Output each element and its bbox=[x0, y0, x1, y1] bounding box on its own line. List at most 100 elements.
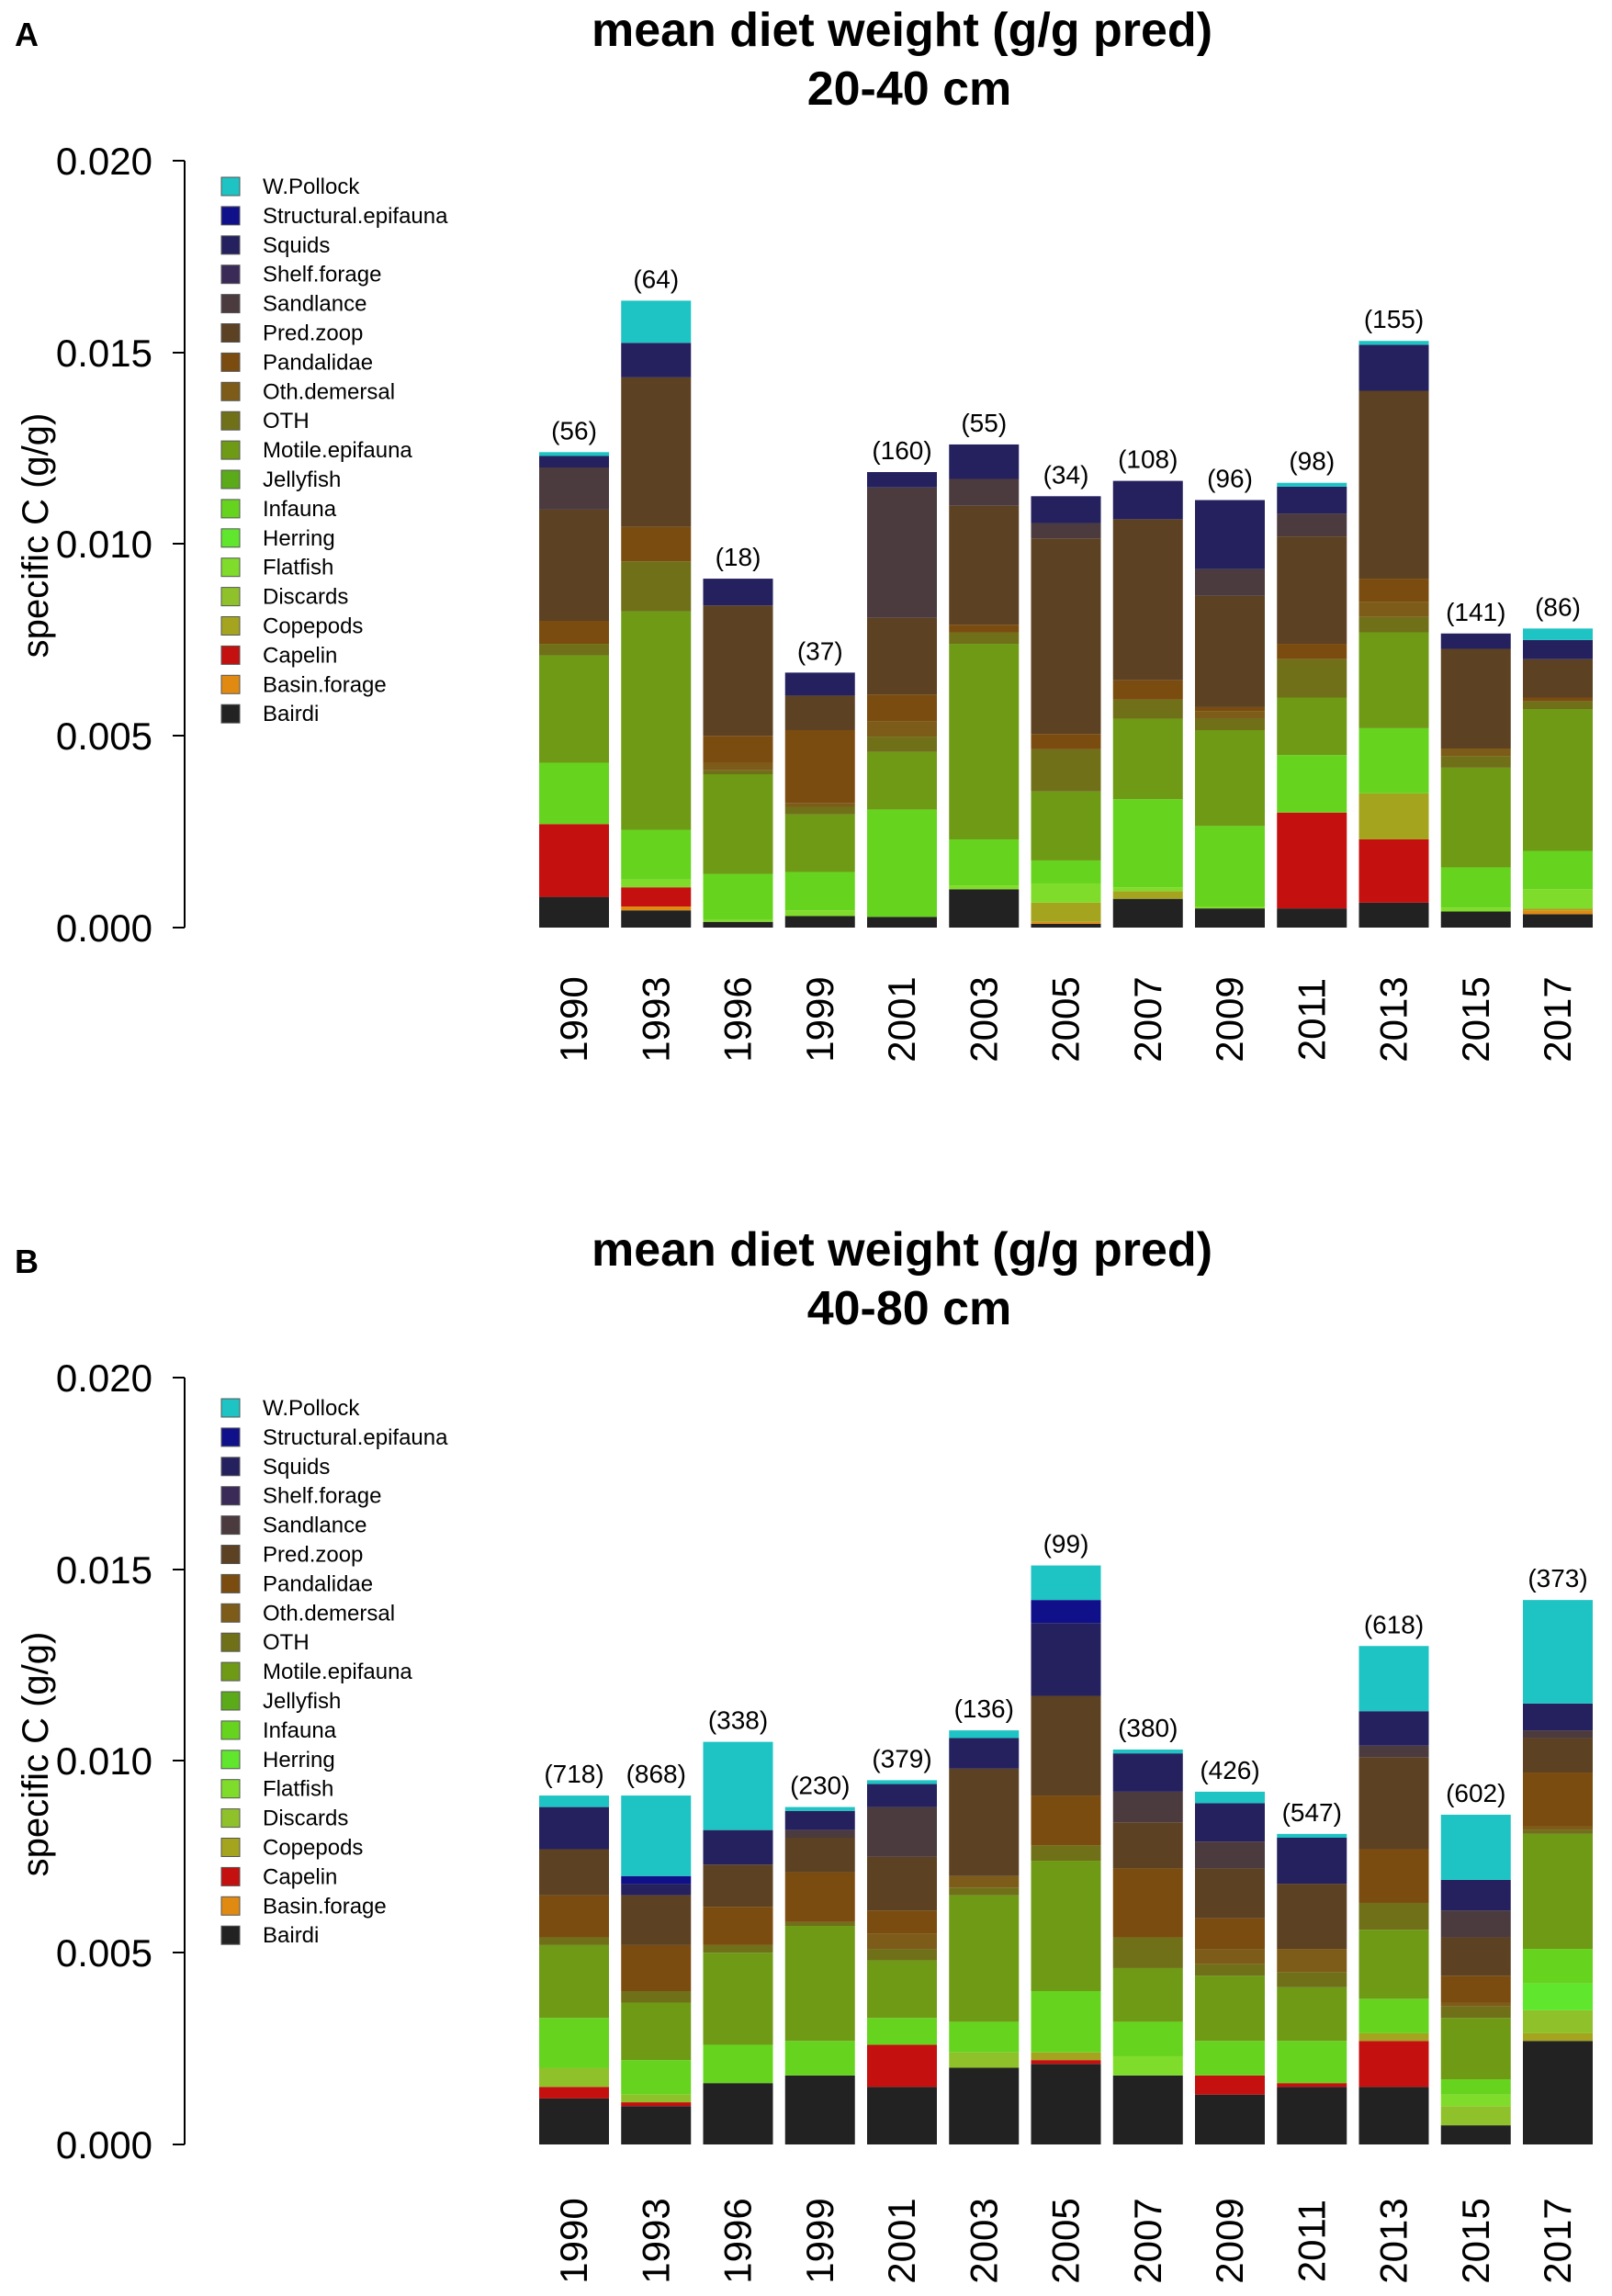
bar-segment-flatfish bbox=[621, 879, 692, 888]
bar-segment-oth-demersal bbox=[1440, 2002, 1511, 2007]
legend-label: Pred.zoop bbox=[263, 321, 363, 346]
bar-segment-infauna bbox=[1358, 1998, 1429, 2033]
sample-size-label: (108) bbox=[1118, 445, 1178, 474]
bar-segment-infauna bbox=[867, 809, 937, 917]
legend-swatch bbox=[220, 557, 241, 578]
bar-segment-pred-zoop bbox=[867, 617, 937, 695]
bar-segment-sandlance bbox=[1112, 1791, 1183, 1823]
bar-segment-squids bbox=[621, 343, 692, 377]
bar-segment-w-pollock bbox=[1358, 341, 1429, 345]
bar-segment-motile-epifauna bbox=[703, 1953, 773, 2045]
bar-segment-flatfish bbox=[1031, 883, 1101, 903]
bar-segment-pred-zoop bbox=[621, 377, 692, 527]
bar-segment-bairdi bbox=[867, 917, 937, 928]
legend-swatch bbox=[220, 1925, 241, 1945]
bar-segment-squids bbox=[784, 1810, 855, 1830]
legend-label: Motile.epifauna bbox=[263, 438, 412, 463]
x-tick-label: 1996 bbox=[716, 2198, 760, 2283]
bar-segment-flatfish bbox=[949, 885, 1020, 890]
bar-segment-bairdi bbox=[621, 2106, 692, 2144]
legend-label: Motile.epifauna bbox=[263, 1660, 412, 1684]
bar-segment-flatfish bbox=[1112, 887, 1183, 892]
bar-segment-pandalidae bbox=[1112, 680, 1183, 700]
bar-segment-motile-epifauna bbox=[949, 1895, 1020, 2022]
legend-swatch bbox=[220, 323, 241, 343]
bar-segment-bairdi bbox=[1358, 902, 1429, 928]
bar-segment-squids bbox=[1440, 1879, 1511, 1911]
legend-label: Flatfish bbox=[263, 556, 333, 580]
bar-segment-motile-epifauna bbox=[1358, 1930, 1429, 1999]
bar-segment-pandalidae bbox=[1195, 706, 1265, 712]
bar-segment-pred-zoop bbox=[1277, 1884, 1347, 1950]
x-tick-label: 2015 bbox=[1454, 976, 1497, 1062]
bar-segment-motile-epifauna bbox=[1195, 729, 1265, 827]
bar-segment-copepods bbox=[1523, 2032, 1593, 2042]
bar-segment-bairdi bbox=[1358, 2087, 1429, 2144]
bar-segment-bairdi bbox=[1440, 2125, 1511, 2144]
bar-segment-infauna bbox=[1112, 799, 1183, 888]
sample-size-label: (86) bbox=[1535, 592, 1581, 621]
bar-segment-capelin bbox=[1358, 2041, 1429, 2088]
x-tick-label: 2001 bbox=[880, 2198, 923, 2283]
bar-segment-w-pollock bbox=[784, 1806, 855, 1811]
bar-segment-oth bbox=[703, 770, 773, 774]
bar-segment-infauna bbox=[621, 829, 692, 880]
legend-swatch bbox=[220, 1896, 241, 1916]
bar-segment-w-pollock bbox=[539, 1795, 609, 1807]
sample-size-label: (34) bbox=[1043, 460, 1089, 489]
bar-segment-sandlance bbox=[1031, 523, 1101, 539]
bar-segment-sandlance bbox=[1195, 1841, 1265, 1869]
bar-segment-oth-demersal bbox=[1195, 711, 1265, 719]
legend-swatch bbox=[220, 1779, 241, 1799]
legend-label: Discards bbox=[263, 585, 348, 610]
bar-segment-oth bbox=[1031, 748, 1101, 792]
bar-segment-squids bbox=[1195, 500, 1265, 569]
bar-segment-infauna bbox=[784, 2041, 855, 2076]
bar-segment-motile-epifauna bbox=[784, 1926, 855, 2042]
bar-segment-flatfish bbox=[1440, 907, 1511, 912]
bar-segment-infauna bbox=[1440, 2079, 1511, 2095]
bar-segment-oth bbox=[1031, 1845, 1101, 1862]
legend-swatch bbox=[220, 616, 241, 636]
legend-swatch bbox=[220, 352, 241, 372]
sample-size-label: (602) bbox=[1446, 1779, 1505, 1807]
legend-swatch bbox=[220, 1457, 241, 1477]
sample-size-label: (37) bbox=[797, 636, 843, 665]
legend-label: Infauna bbox=[263, 1718, 337, 1743]
x-tick-label: 2017 bbox=[1536, 976, 1579, 1062]
bar-segment-infauna bbox=[1031, 860, 1101, 884]
bar-segment-squids bbox=[1277, 1838, 1347, 1885]
legend-label: Discards bbox=[263, 1806, 348, 1831]
x-tick-label: 2009 bbox=[1208, 2198, 1251, 2283]
bar-segment-infauna bbox=[621, 2060, 692, 2095]
y-axis-label: specific C (g/g) bbox=[16, 1632, 56, 1877]
bar-segment-pred-zoop bbox=[1031, 538, 1101, 735]
sample-size-label: (155) bbox=[1364, 305, 1424, 333]
bar-segment-infauna bbox=[539, 2018, 609, 2068]
legend-swatch bbox=[220, 440, 241, 460]
bar-segment-squids bbox=[703, 579, 773, 606]
legend-swatch bbox=[220, 645, 241, 665]
legend-swatch bbox=[220, 528, 241, 548]
legend-label: Jellyfish bbox=[263, 467, 341, 492]
bar-segment-sandlance bbox=[867, 1806, 937, 1857]
legend-swatch bbox=[220, 499, 241, 519]
bar-segment-pred-zoop bbox=[621, 1895, 692, 1945]
bar-segment-sandlance bbox=[949, 478, 1020, 506]
bar-segment-oth bbox=[1440, 2006, 1511, 2019]
bar-segment-herring bbox=[1523, 1983, 1593, 2010]
bar-segment-pandalidae bbox=[1523, 697, 1593, 702]
bar-segment-oth bbox=[539, 1937, 609, 1945]
bar-segment-pred-zoop bbox=[1523, 658, 1593, 698]
bar-segment-squids bbox=[949, 1738, 1020, 1769]
bar-segment-pred-zoop bbox=[1277, 536, 1347, 645]
bar-segment-oth bbox=[1523, 1829, 1593, 1834]
bar-segment-copepods bbox=[1358, 793, 1429, 839]
bar-segment-oth bbox=[1195, 1964, 1265, 1976]
bar-segment-bairdi bbox=[949, 889, 1020, 928]
legend-label: Squids bbox=[263, 1455, 330, 1480]
legend-swatch bbox=[220, 1866, 241, 1886]
legend-label: Bairdi bbox=[263, 1923, 319, 1948]
legend-swatch bbox=[220, 411, 241, 431]
bar-segment-oth bbox=[1440, 756, 1511, 768]
